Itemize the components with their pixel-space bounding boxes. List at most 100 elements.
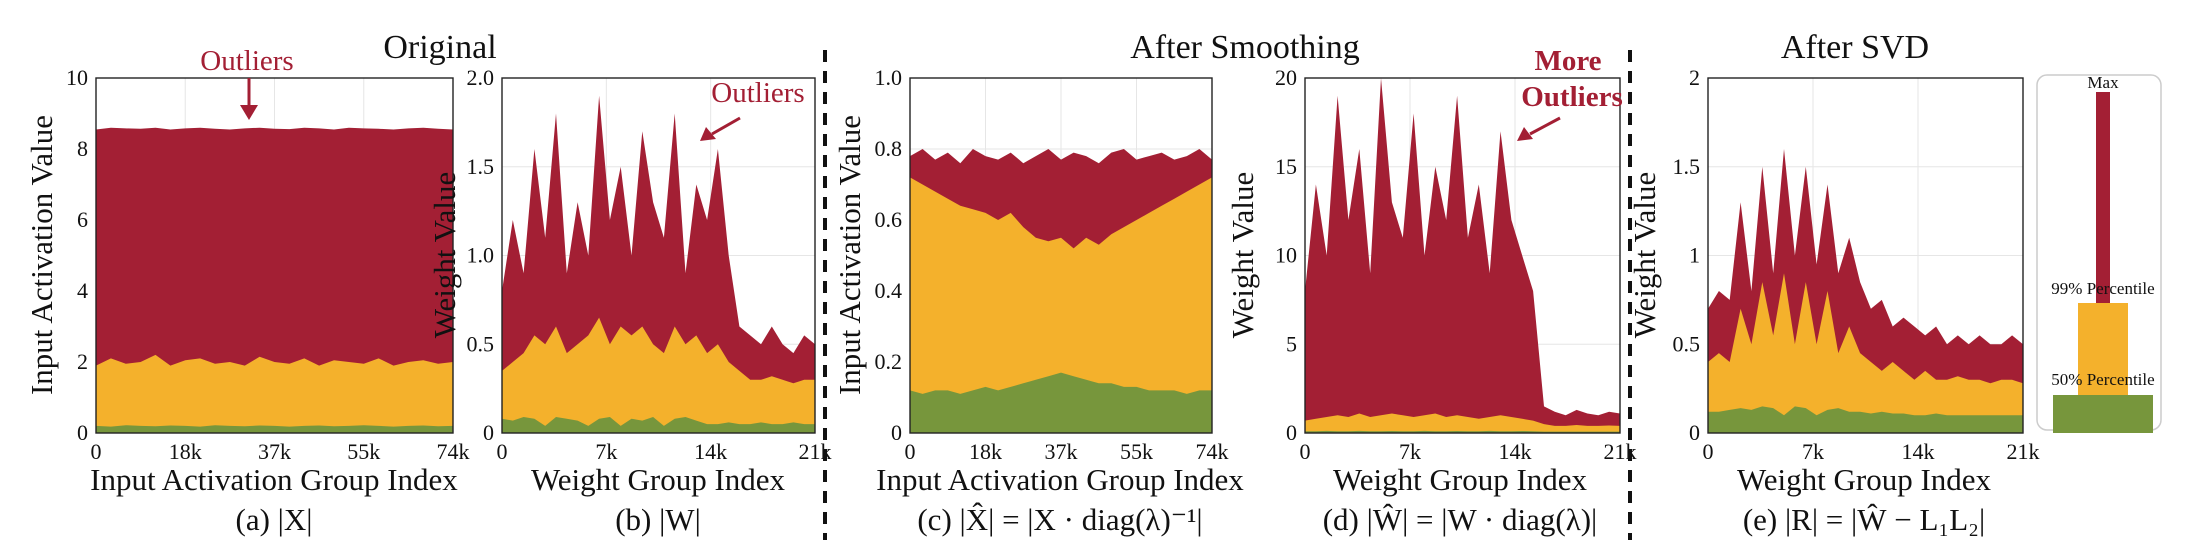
legend-swatch-max <box>2096 92 2110 303</box>
x-tick-label: 7k <box>1399 439 1421 464</box>
y-tick-label: 6 <box>77 207 88 232</box>
y-axis-label: Weight Value <box>1627 172 1662 339</box>
plot-frame <box>95 77 454 434</box>
legend-label-p99: 99% Percentile <box>2051 279 2154 298</box>
outliers-arrow <box>240 78 258 120</box>
legend-swatch-p50 <box>2053 395 2153 433</box>
x-tick-label: 74k <box>1196 439 1229 464</box>
y-tick-label: 1.0 <box>875 65 903 90</box>
x-tick-label: 55k <box>347 439 380 464</box>
series-area-max <box>96 127 453 433</box>
y-tick-label: 2 <box>1689 65 1700 90</box>
x-axis-label: Weight Group Index <box>1333 462 1588 497</box>
x-tick-label: 21k <box>799 439 832 464</box>
x-tick-label: 18k <box>169 439 202 464</box>
legend-label-max: Max <box>2087 73 2119 92</box>
x-tick-label: 14k <box>1902 439 1935 464</box>
section-title-after-svd: After SVD <box>1781 29 1929 66</box>
x-tick-label: 14k <box>694 439 727 464</box>
panel-d: 0 5 10 15 20 0 7k 14k 21k Weight Group Index Wei… <box>1225 45 1637 537</box>
caption: (d) |Ŵ| = |W · diag(λ)| <box>1323 502 1598 537</box>
y-tick-label: 4 <box>77 278 88 303</box>
x-tick-label: 21k <box>2007 439 2040 464</box>
caption: (c) |X̂| = |X · diag(λ)⁻¹| <box>917 502 1202 537</box>
y-tick-label: 10 <box>1275 243 1297 268</box>
x-tick-label: 55k <box>1120 439 1153 464</box>
plot-frame <box>909 77 1213 434</box>
plot-frame <box>1304 77 1621 434</box>
y-tick-label: 10 <box>66 65 88 90</box>
y-tick-label: 0.2 <box>875 349 903 374</box>
x-tick-label: 7k <box>595 439 617 464</box>
y-axis-label: Weight Value <box>427 172 462 339</box>
series-area-p99 <box>1305 413 1620 433</box>
x-tick-label: 0 <box>91 439 102 464</box>
y-tick-label: 0.4 <box>875 278 903 303</box>
y-tick-label: 0 <box>891 420 902 445</box>
x-tick-label: 74k <box>437 439 470 464</box>
x-tick-label: 37k <box>258 439 291 464</box>
y-tick-label: 2.0 <box>467 65 495 90</box>
y-tick-label: 1.5 <box>1673 154 1701 179</box>
outliers-annotation: Outliers <box>711 77 804 109</box>
x-tick-label: 0 <box>497 439 508 464</box>
outliers-annotation: Outliers <box>200 45 293 77</box>
legend-swatch-p99 <box>2078 303 2128 395</box>
y-tick-label: 1 <box>1689 243 1700 268</box>
section-title-original: Original <box>383 29 496 66</box>
series-area-p50 <box>910 372 1212 433</box>
series-area-p99 <box>502 317 815 433</box>
x-axis-label: Input Activation Group Index <box>90 462 458 497</box>
panel-b: 0 0.5 1.0 1.5 2.0 0 7k 14k 21k Weight Group Inde… <box>427 65 832 537</box>
y-tick-label: 0 <box>483 420 494 445</box>
caption: (b) |W| <box>615 502 701 537</box>
panel-c: 0 0.2 0.4 0.6 0.8 1.0 0 18k 37k 55k 74k Input Acti… <box>832 65 1244 537</box>
series-area-p50 <box>502 417 815 433</box>
series-area-p99 <box>96 354 453 433</box>
more-outliers-annotation-line1: More <box>1534 45 1601 77</box>
y-tick-label: 0 <box>1286 420 1297 445</box>
panel-e: 0 0.5 1 1.5 2 0 7k 14k 21k Weight Group Index We… <box>1627 65 2040 537</box>
x-tick-label: 0 <box>1300 439 1311 464</box>
y-tick-label: 0.6 <box>875 207 903 232</box>
x-tick-label: 37k <box>1045 439 1078 464</box>
x-tick-label: 0 <box>1703 439 1714 464</box>
series-area-max <box>1305 78 1620 433</box>
x-tick-label: 18k <box>969 439 1002 464</box>
legend: Max 99% Percentile 50% Percentile <box>2036 73 2162 433</box>
series-area-p99 <box>910 177 1212 433</box>
y-axis-label: Input Activation Value <box>24 115 59 395</box>
y-tick-label: 0 <box>1689 420 1700 445</box>
x-tick-label: 0 <box>905 439 916 464</box>
series-area-p99 <box>1708 273 2023 433</box>
plot-frame <box>501 77 816 434</box>
outliers-arrow <box>700 116 741 141</box>
plot-frame <box>1707 77 2024 434</box>
section-title-after-smoothing: After Smoothing <box>1130 29 1359 66</box>
y-tick-label: 0.5 <box>467 331 495 356</box>
y-tick-label: 5 <box>1286 331 1297 356</box>
panel-a: 0 2 4 6 8 10 0 18k 37k 55k 74k Input Activation Gr… <box>24 45 470 537</box>
y-tick-label: 0.5 <box>1673 331 1701 356</box>
caption: (a) |X| <box>236 502 313 537</box>
x-tick-label: 21k <box>1604 439 1637 464</box>
x-axis-label: Weight Group Index <box>1737 462 1992 497</box>
y-tick-label: 20 <box>1275 65 1297 90</box>
y-tick-label: 15 <box>1275 154 1297 179</box>
y-tick-label: 1.5 <box>467 154 495 179</box>
more-outliers-arrow <box>1517 116 1561 141</box>
series-area-p50 <box>96 425 453 433</box>
x-tick-label: 14k <box>1499 439 1532 464</box>
caption: (e) |R| = |Ŵ − L₁L₂| <box>1743 502 1985 537</box>
y-tick-label: 0 <box>77 420 88 445</box>
y-tick-label: 8 <box>77 136 88 161</box>
x-tick-label: 7k <box>1802 439 1824 464</box>
series-area-p50 <box>1708 406 2023 433</box>
y-tick-label: 1.0 <box>467 243 495 268</box>
x-axis-label: Input Activation Group Index <box>876 462 1244 497</box>
legend-label-p50: 50% Percentile <box>2051 370 2154 389</box>
y-axis-label: Weight Value <box>1225 172 1260 339</box>
more-outliers-annotation-line2: Outliers <box>1521 81 1623 113</box>
y-tick-label: 2 <box>77 349 88 374</box>
